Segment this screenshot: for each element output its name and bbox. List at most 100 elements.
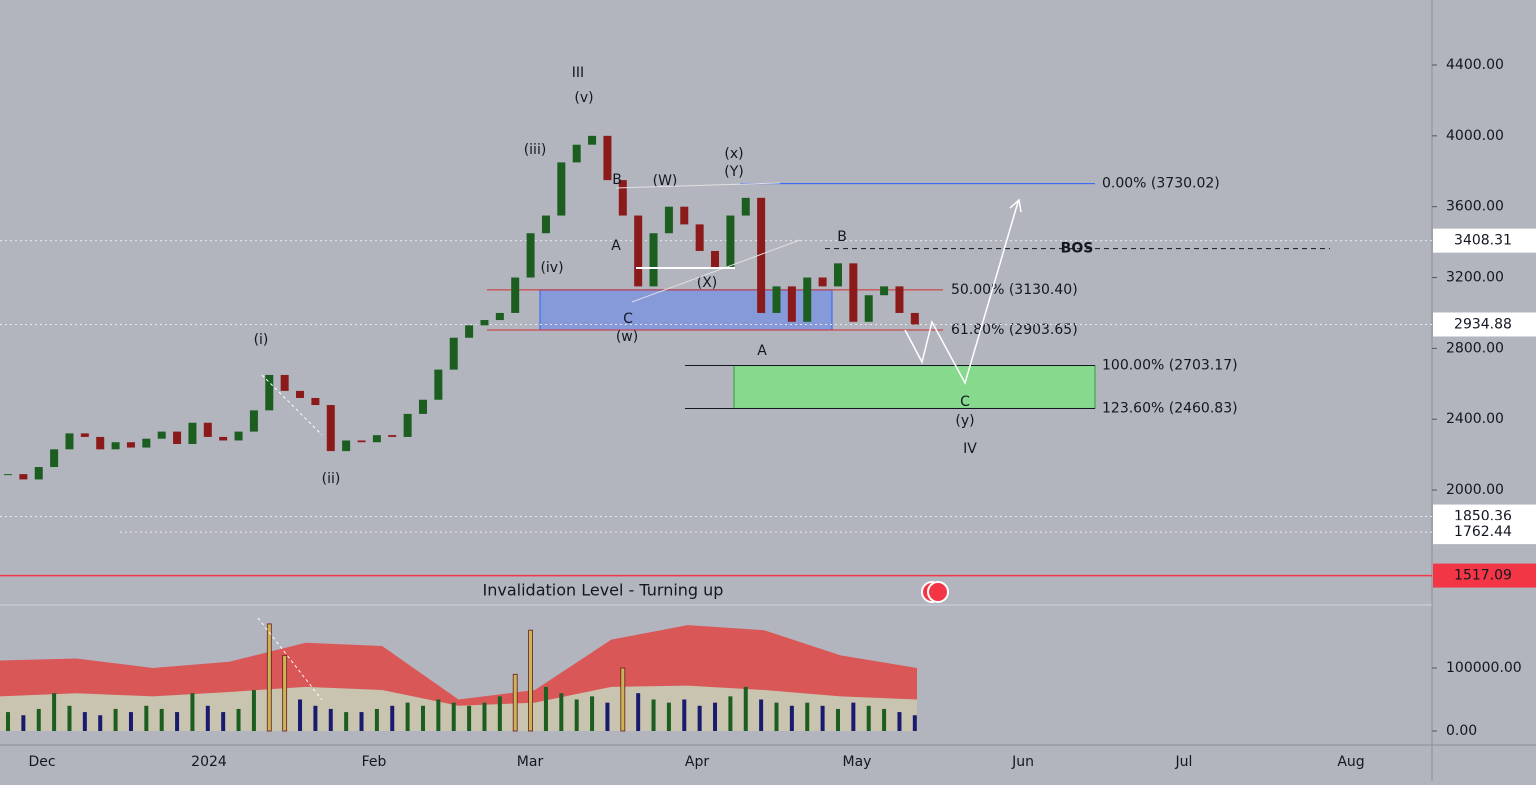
candle <box>234 431 243 441</box>
volume-bar <box>82 712 87 731</box>
candle <box>772 286 781 313</box>
price-label: 3408.31 <box>1454 233 1512 249</box>
volume-bar <box>866 705 871 731</box>
candle <box>664 206 673 234</box>
volume-bar <box>835 708 840 731</box>
y-tick-label: 3200.00 <box>1446 270 1504 286</box>
volume-band <box>0 685 917 731</box>
candle <box>19 474 28 480</box>
candle <box>280 374 289 391</box>
wave-label: B <box>837 229 847 245</box>
candle <box>480 320 489 326</box>
projection-path <box>904 201 1019 385</box>
volume-bar <box>512 673 518 732</box>
wave-label: (y) <box>955 413 974 429</box>
volume-bar <box>605 702 610 731</box>
flag-icon[interactable] <box>921 581 949 603</box>
candle <box>895 286 904 313</box>
price-label-box <box>1433 228 1536 253</box>
candle <box>188 422 197 445</box>
y-tick-label: 2400.00 <box>1446 411 1504 427</box>
volume-bar <box>467 705 472 731</box>
volume-bar <box>651 699 656 731</box>
wave-label: (ii) <box>322 471 341 487</box>
wave-label: (iii) <box>524 142 547 158</box>
y-tick-label: 0.00 <box>1446 723 1477 739</box>
price-label: 1517.09 <box>1454 568 1512 584</box>
y-tick-label: 100000.00 <box>1446 660 1522 676</box>
wave-label: (v) <box>574 90 593 106</box>
volume-bar <box>67 705 72 731</box>
fib-label: 100.00% (2703.17) <box>1102 358 1238 374</box>
price-label-box <box>1433 563 1536 588</box>
candle <box>603 135 612 181</box>
volume-bar <box>682 699 687 731</box>
candle <box>434 369 443 400</box>
candle <box>588 135 597 145</box>
volume-bar <box>6 712 10 731</box>
candle <box>157 431 166 439</box>
candle <box>757 197 766 313</box>
fib-label: 61.80% (2903.65) <box>951 322 1078 338</box>
candle <box>880 286 889 296</box>
candle <box>634 215 643 287</box>
volume-bar <box>636 693 641 731</box>
candle <box>849 263 858 322</box>
volume-bar <box>728 696 733 731</box>
trend-line <box>631 239 801 303</box>
candle <box>342 440 351 452</box>
y-tick-label: 2800.00 <box>1446 340 1504 356</box>
volume-bar <box>313 705 318 731</box>
y-tick-label: 3600.00 <box>1446 199 1504 215</box>
trend-line <box>615 182 781 189</box>
candle <box>296 390 305 398</box>
volume-bar <box>221 712 226 731</box>
price-label: 2934.88 <box>1454 316 1512 332</box>
volume-bar <box>205 705 210 731</box>
volume-bar <box>236 708 241 731</box>
candle <box>711 250 720 269</box>
candle <box>557 162 566 216</box>
volume-bar <box>820 705 825 731</box>
candle <box>680 206 689 225</box>
volume-bar <box>374 708 379 731</box>
volume-bar <box>344 712 349 731</box>
volume-bar <box>390 705 395 731</box>
volume-bar <box>912 715 917 731</box>
price-label-box <box>1433 520 1536 545</box>
volume-bar <box>420 705 425 731</box>
x-tick-label: Dec <box>28 754 55 770</box>
volume-bar <box>266 623 272 732</box>
candle <box>357 440 366 443</box>
candle <box>541 215 550 234</box>
y-tick-label: 4800.00 <box>1446 0 1504 2</box>
volume-bar <box>21 715 26 731</box>
volume-bar <box>359 712 364 731</box>
volume-bar <box>620 667 626 732</box>
candle <box>833 263 842 287</box>
volume-bar <box>743 686 748 731</box>
candle <box>403 413 412 437</box>
x-tick-label: Apr <box>685 754 709 770</box>
candle <box>803 277 812 322</box>
x-tick-label: Mar <box>517 754 544 770</box>
candle <box>726 215 735 269</box>
wave-label: B <box>612 172 622 188</box>
volume-bar <box>774 702 779 731</box>
volume-bar <box>251 690 256 731</box>
candle <box>526 233 535 278</box>
trend-line <box>257 617 323 701</box>
candle <box>449 337 458 370</box>
volume-bar <box>789 705 794 731</box>
candle <box>96 436 105 450</box>
price-label-box <box>1433 312 1536 337</box>
candle <box>388 435 397 437</box>
zone-box <box>539 289 833 331</box>
volume-bar <box>190 693 195 731</box>
wave-label: (x) <box>724 146 743 162</box>
candle <box>372 435 381 443</box>
candle <box>126 442 135 448</box>
candle <box>910 312 919 325</box>
wave-label: (Y) <box>724 164 743 180</box>
candle <box>249 410 258 432</box>
